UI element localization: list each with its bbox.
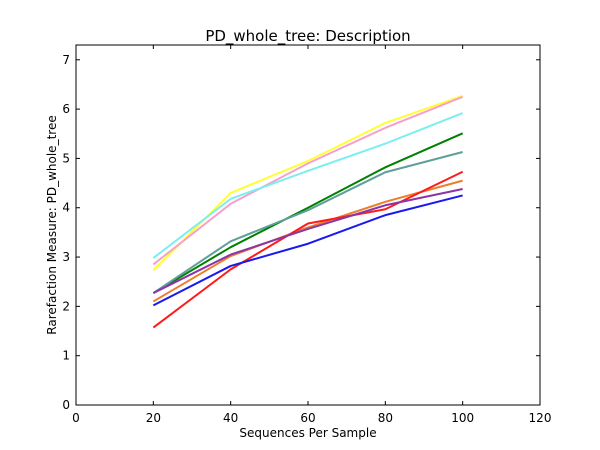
x-tick-label: 0 [72,411,80,425]
series-line-6 [152,179,463,303]
x-tick-label: 20 [146,411,161,425]
y-tick-label: 2 [62,299,70,313]
x-tick-label: 60 [300,411,315,425]
ticks-layer: 0 20 40 60 80 100 120 0 1 2 3 4 5 6 7 [62,45,551,425]
y-axis-label: Rarefaction Measure: PD_whole_tree [45,115,59,334]
series-line-2 [152,95,464,266]
y-tick-label: 1 [62,349,70,363]
series-layer [152,94,464,329]
x-tick-label: 100 [451,411,474,425]
x-tick-label: 80 [378,411,393,425]
series-line-7 [152,170,464,329]
plot-frame [75,44,541,406]
y-tick-label: 0 [62,398,70,412]
y-tick-label: 5 [62,151,70,165]
x-axis-label: Sequences Per Sample [239,426,376,440]
y-tick-label: 7 [62,53,70,67]
series-line-9 [152,194,463,307]
x-tick-label: 120 [529,411,552,425]
y-tick-label: 6 [62,102,70,116]
series-line-4 [152,132,464,294]
y-tick-label: 3 [62,250,70,264]
y-tick-label: 4 [62,201,70,215]
chart-title: PD_whole_tree: Description [205,27,410,46]
x-tick-label: 40 [223,411,238,425]
series-line-3 [152,112,464,259]
series-line-8 [152,188,463,294]
series-line-5 [152,151,463,294]
